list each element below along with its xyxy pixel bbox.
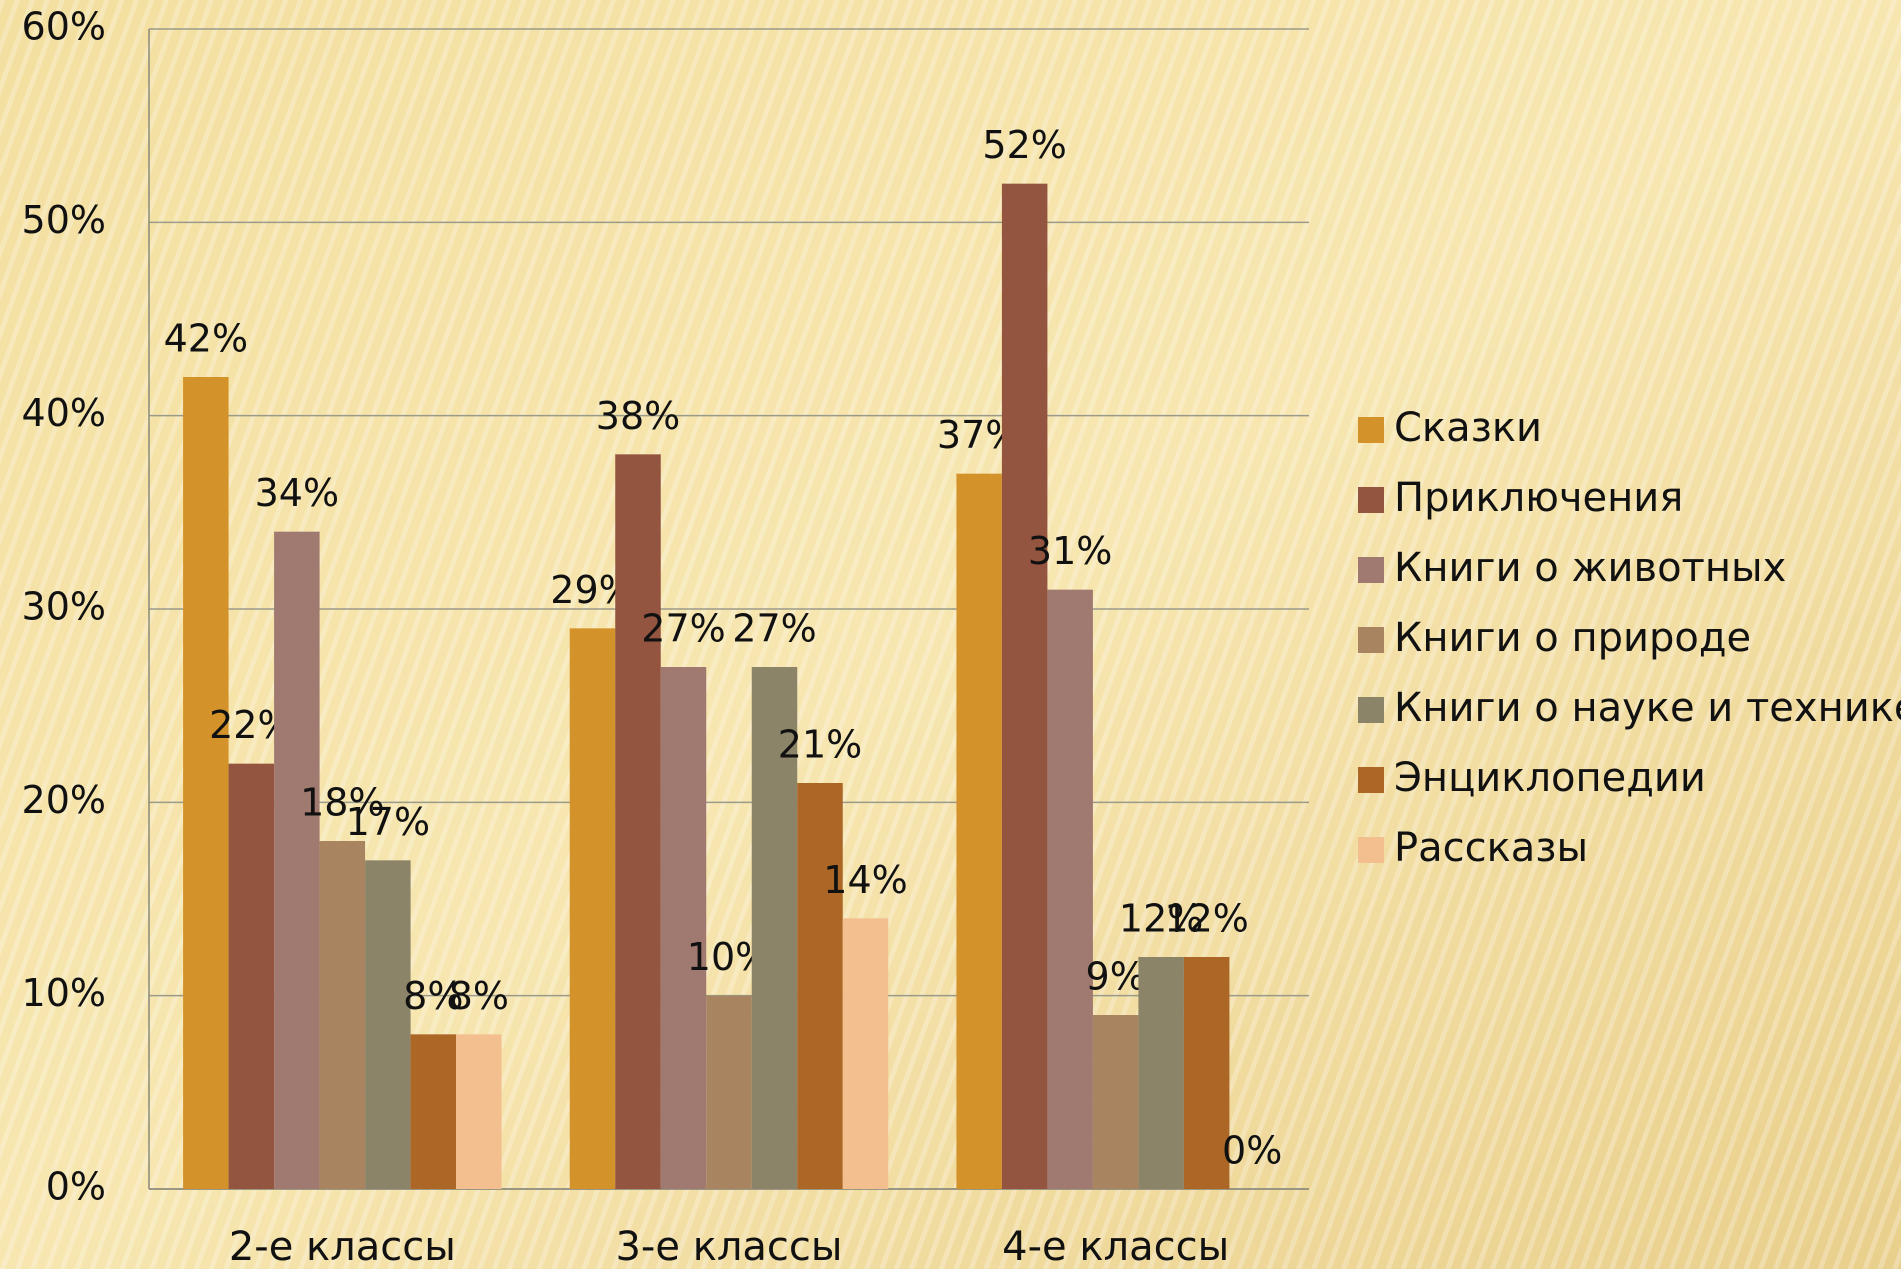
x-tick-label: 3-е классы [615, 1224, 842, 1269]
bar [751, 667, 798, 1189]
bar [1092, 1015, 1139, 1189]
legend-swatch [1358, 767, 1384, 793]
legend-label: Книги о животных [1394, 545, 1786, 591]
y-tick-label: 40% [22, 391, 106, 435]
value-label: 12% [1164, 897, 1248, 941]
legend-swatch [1358, 417, 1384, 443]
y-tick-label: 20% [22, 778, 106, 822]
value-label: 52% [982, 123, 1066, 167]
value-label: 21% [778, 723, 862, 767]
legend-swatch [1358, 837, 1384, 863]
bar [1001, 183, 1048, 1189]
y-tick-label: 50% [22, 198, 106, 242]
x-tick-label: 2-е классы [229, 1224, 456, 1269]
value-label: 31% [1028, 529, 1112, 573]
legend-swatch [1358, 487, 1384, 513]
bar [365, 860, 411, 1189]
bar [183, 377, 229, 1189]
value-label: 42% [164, 317, 248, 361]
value-label: 27% [641, 607, 725, 651]
y-tick-label: 10% [22, 971, 106, 1015]
value-label: 14% [823, 858, 907, 902]
legend-swatch [1358, 697, 1384, 723]
legend-label: Рассказы [1394, 825, 1588, 871]
bar [1047, 589, 1093, 1189]
x-tick-label: 4-е классы [1002, 1224, 1229, 1269]
bar [842, 918, 889, 1189]
value-label: 17% [346, 800, 430, 844]
value-label: 34% [255, 471, 339, 515]
value-label: 12% [1119, 897, 1203, 941]
legend-label: Энциклопедии [1394, 755, 1706, 801]
bar [456, 1034, 502, 1189]
legend-label: Приключения [1394, 475, 1683, 521]
legend-swatch [1358, 557, 1384, 583]
bar [660, 667, 707, 1189]
bar [274, 531, 320, 1189]
bar [956, 473, 1002, 1190]
legend-label: Книги о природе [1394, 615, 1751, 661]
value-label: 9% [1086, 955, 1146, 999]
legend-label: Книги о науке и технике [1394, 685, 1901, 731]
bar [1138, 957, 1184, 1189]
legend-swatch [1358, 627, 1384, 653]
y-tick-label: 0% [46, 1165, 106, 1209]
value-label: 8% [449, 974, 509, 1018]
bar [569, 628, 616, 1189]
bar [228, 763, 275, 1189]
bar [1183, 957, 1230, 1189]
bar [797, 783, 843, 1189]
legend-label: Сказки [1394, 405, 1542, 451]
value-label: 27% [732, 607, 816, 651]
bar [615, 454, 661, 1189]
value-label: 8% [403, 974, 463, 1018]
bar [319, 841, 366, 1189]
value-label: 38% [596, 394, 680, 438]
y-tick-label: 30% [22, 585, 106, 629]
y-tick-label: 60% [22, 5, 106, 49]
value-label: 0% [1222, 1129, 1282, 1173]
bar [410, 1034, 457, 1189]
value-label: 18% [300, 781, 384, 825]
bar [706, 995, 752, 1189]
